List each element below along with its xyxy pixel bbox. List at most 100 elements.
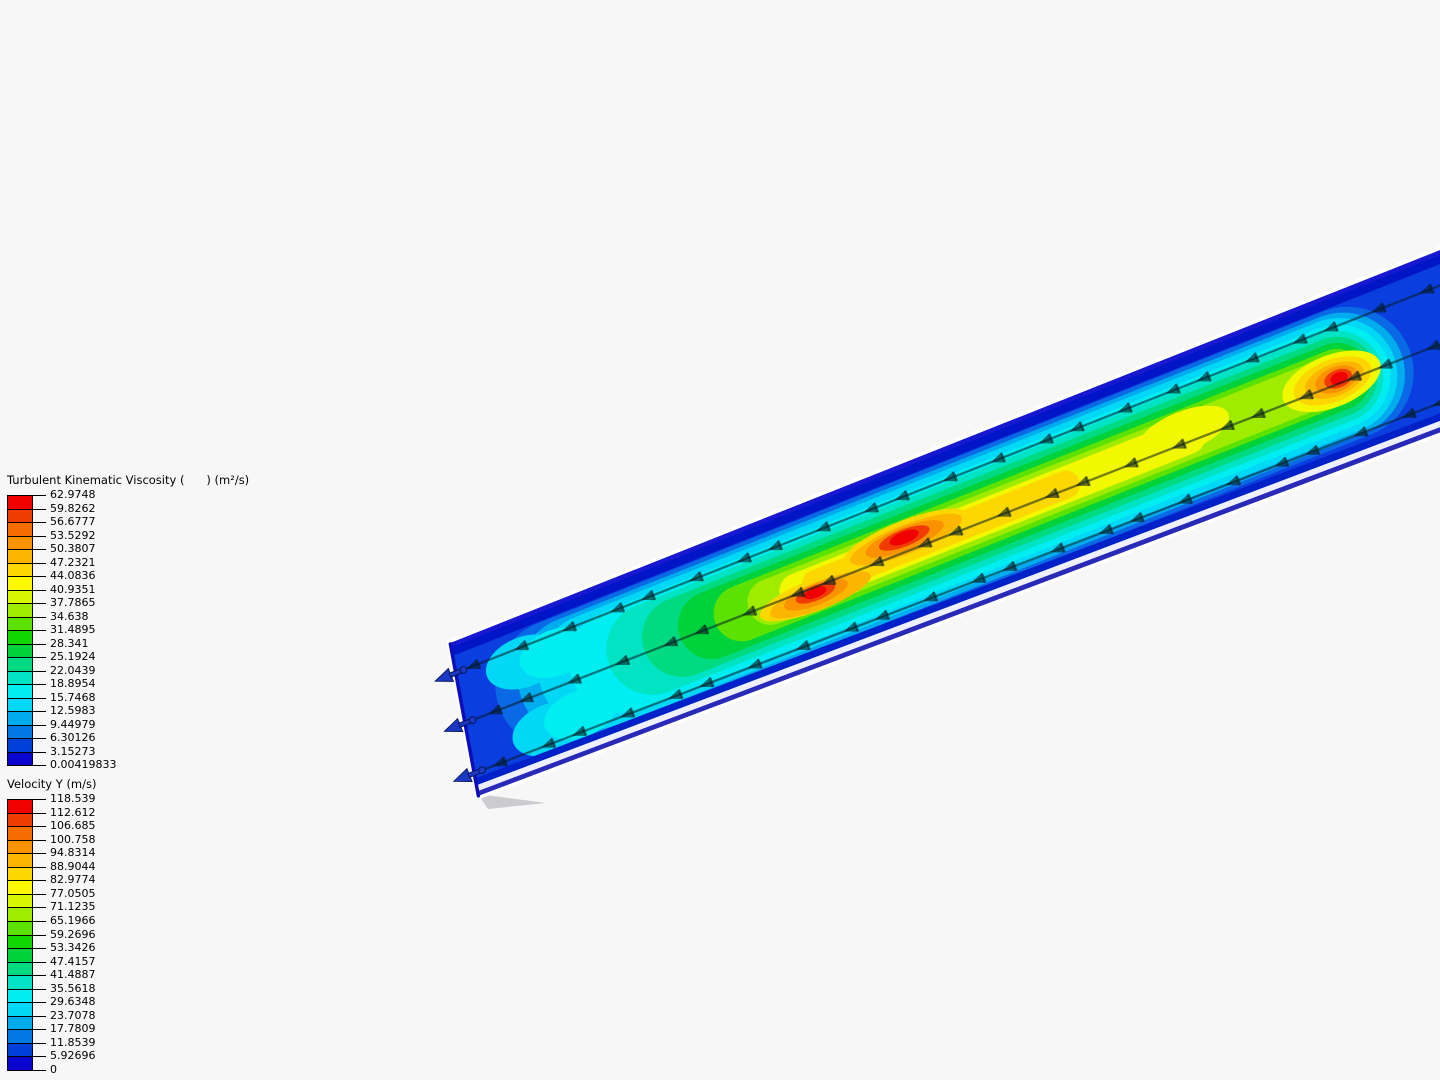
- legend-tick: [7, 576, 46, 577]
- legend-color-band: [8, 921, 32, 936]
- legend-color-band: [8, 644, 32, 658]
- legend-color-band: [8, 854, 32, 868]
- flow-arrow-glyph: [1171, 438, 1187, 449]
- legend-color-band: [8, 712, 32, 726]
- streamline: [475, 376, 1440, 774]
- flow-arrow-glyph: [795, 640, 811, 651]
- legend-color-band: [8, 881, 32, 895]
- flow-arrow-glyph: [1069, 421, 1085, 432]
- legend-colorbar: 62.9748 59.8262 56.6777 53.5292 50.3807 47.23…: [7, 489, 187, 775]
- legend-tick-label: 35.5618: [50, 981, 96, 995]
- legend-tick: [7, 934, 46, 936]
- duct-wall-bottom-edge: [476, 398, 1440, 797]
- flow-arrow-glyph: [514, 640, 529, 651]
- legend-tick: [7, 975, 46, 977]
- flow-arrow-glyph: [1165, 383, 1181, 394]
- flow-arrow-glyph: [1274, 456, 1290, 467]
- legend-tick-label: 41.4887: [50, 968, 96, 982]
- legend-color-band: [8, 617, 32, 631]
- legend-title: Velocity Y (m/s): [7, 777, 97, 791]
- legend-tick: [7, 839, 46, 841]
- legend-tick-label: 71.1235: [50, 900, 96, 914]
- legend-tick: [7, 643, 46, 645]
- legend-tick-label: 40.9351: [50, 582, 96, 596]
- legend-color-band: [8, 813, 32, 828]
- legend-tick: [7, 724, 46, 726]
- flow-arrow-glyph: [821, 574, 837, 585]
- legend-tick-label: 25.1924: [50, 650, 96, 663]
- flow-arrow-glyph: [663, 636, 679, 647]
- legend-color-band: [8, 908, 32, 922]
- legend-tick-label: 6.30126: [50, 731, 96, 744]
- legend-tick-label: 22.0439: [50, 663, 96, 677]
- flow-arrow-glyph: [699, 677, 715, 688]
- flow-arrow-glyph: [562, 621, 577, 632]
- flow-arrow-glyph: [874, 609, 890, 620]
- legend-color-band: [8, 658, 32, 672]
- flow-arrow-glyph: [736, 552, 752, 563]
- flow-arrow-glyph: [747, 658, 763, 669]
- legend-tick-label: 15.7468: [50, 690, 96, 704]
- legend-tick-label: 118.539: [50, 792, 96, 805]
- flow-arrow-glyph: [566, 673, 582, 684]
- inlet-flow-arrow: [434, 666, 468, 682]
- legend-tick-label: 31.4895: [50, 623, 96, 636]
- legend-tick-label: 12.5983: [50, 704, 96, 717]
- legend-color-band: [8, 685, 32, 699]
- legend-tick-label: 59.8262: [50, 501, 96, 515]
- flow-arrow-glyph: [869, 556, 885, 567]
- legend-color-band: [8, 509, 32, 523]
- flow-arrow-glyph: [465, 659, 481, 670]
- legend-tick-label: 9.44979: [50, 717, 96, 731]
- legend-tick: [7, 630, 46, 631]
- flow-arrow-glyph: [1117, 402, 1133, 413]
- legend-tick-label: 56.6777: [50, 515, 96, 528]
- flow-arrow-glyph: [541, 737, 556, 748]
- legend-tick-label: 112.612: [50, 805, 96, 819]
- legend-tick: [7, 880, 46, 882]
- streamline: [457, 274, 1440, 674]
- flow-arrow-glyph: [971, 572, 987, 583]
- duct-wall-top: [445, 244, 1440, 650]
- inlet-flow-arrow: [452, 766, 486, 783]
- flow-arrow-glyph: [668, 689, 684, 699]
- flow-arrow-glyph: [1123, 457, 1139, 468]
- flow-arrow-glyph: [620, 707, 636, 718]
- legend-tick: [7, 508, 46, 510]
- legend-tick-label: 18.8954: [50, 677, 96, 690]
- legend-tick-label: 106.685: [50, 819, 96, 833]
- legend-tick-label: 17.7809: [50, 1022, 96, 1036]
- flow-arrow-glyph: [996, 506, 1012, 517]
- flow-arrow-glyph: [1244, 352, 1260, 363]
- legend-tick: [7, 853, 46, 855]
- legend-tick: [7, 907, 46, 909]
- legend-turbulent-kinematic-viscosity: Turbulent Kinematic Viscosity ( ) (m²/s)…: [7, 473, 249, 775]
- legend-color-band: [8, 698, 32, 712]
- flow-arrow-glyph: [894, 490, 910, 501]
- flow-arrow-glyph: [492, 756, 508, 767]
- legend-tick-label: 3.15273: [50, 744, 96, 758]
- legend-color-band: [8, 976, 32, 990]
- legend-title: Turbulent Kinematic Viscosity ( ) (m²/s): [7, 473, 250, 487]
- flow-arrow-glyph: [815, 521, 831, 532]
- legend-tick: [7, 589, 46, 591]
- legend-color-band: [8, 1016, 32, 1031]
- legend-color-band: [8, 550, 32, 564]
- legend-tick: [7, 562, 46, 564]
- legend-color-band: [8, 631, 32, 645]
- legend-tick: [7, 751, 46, 753]
- legend-color-band: [8, 1003, 32, 1017]
- legend-tick-label: 28.341: [50, 636, 89, 650]
- legend-tick: [7, 1015, 46, 1017]
- legend-tick: [7, 812, 46, 814]
- flow-arrow-glyph: [1419, 283, 1435, 294]
- streamline: [466, 325, 1440, 724]
- legend-tick: [7, 1002, 46, 1004]
- legend-tick-label: 37.7865: [50, 596, 96, 609]
- legend-tick: [7, 616, 46, 618]
- legend-tick: [7, 920, 46, 922]
- flow-arrow-glyph: [1347, 370, 1362, 381]
- flow-arrow-glyph: [1377, 358, 1393, 369]
